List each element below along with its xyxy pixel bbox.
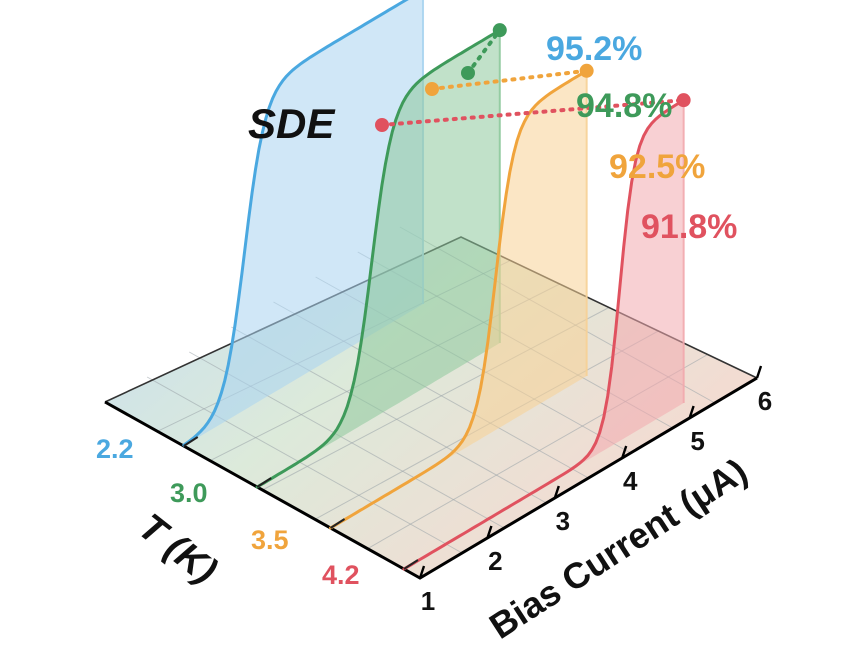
- x-tick: [418, 565, 426, 579]
- sde-value-label: 91.8%: [641, 208, 737, 246]
- y-tick-label: 3.0: [170, 478, 208, 508]
- y-tick: [403, 559, 419, 570]
- y-tick: [256, 477, 272, 488]
- y-tick: [183, 436, 199, 447]
- sde-value-label: 94.8%: [576, 87, 672, 125]
- sde-end-dot: [676, 93, 691, 108]
- sde-start-dot: [375, 118, 389, 132]
- x-tick: [621, 445, 628, 459]
- sde-start-dot: [425, 82, 439, 96]
- sde-value-label: 92.5%: [609, 148, 705, 186]
- metric-label: SDE: [248, 100, 336, 147]
- x-tick: [755, 365, 763, 379]
- y-tick: [329, 518, 346, 529]
- x-tick: [486, 525, 493, 539]
- sde-value-label: 95.2%: [546, 30, 642, 68]
- series-surface: [403, 100, 684, 569]
- x-tick-label: 5: [690, 426, 704, 456]
- x-tick-label: 1: [421, 586, 435, 616]
- series-curve: [329, 69, 589, 530]
- x-tick-label: 6: [758, 386, 772, 416]
- series-curve: [402, 98, 686, 571]
- series-surface: [257, 30, 500, 487]
- x-tick: [553, 485, 560, 499]
- series-surface: [330, 70, 587, 529]
- sde-connector: [380, 98, 686, 127]
- y-tick-label: 3.5: [251, 525, 289, 555]
- x-tick-label: 2: [488, 546, 502, 576]
- grid-line: [146, 376, 463, 554]
- y-tick-label: 4.2: [322, 560, 360, 590]
- series-curve: [255, 28, 502, 489]
- y-axis-label: T (K): [130, 506, 224, 592]
- x-tick-label: 4: [623, 466, 638, 496]
- sde-connector: [466, 28, 502, 75]
- sde-end-dot: [579, 63, 594, 78]
- sde-end-dot: [492, 23, 507, 38]
- y-tick-label: 2.2: [96, 434, 134, 464]
- x-tick: [688, 405, 695, 419]
- x-tick-label: 3: [556, 506, 570, 536]
- series-curve: [182, 0, 409, 447]
- sde-connector: [430, 68, 589, 91]
- sde-start-dot: [461, 66, 475, 80]
